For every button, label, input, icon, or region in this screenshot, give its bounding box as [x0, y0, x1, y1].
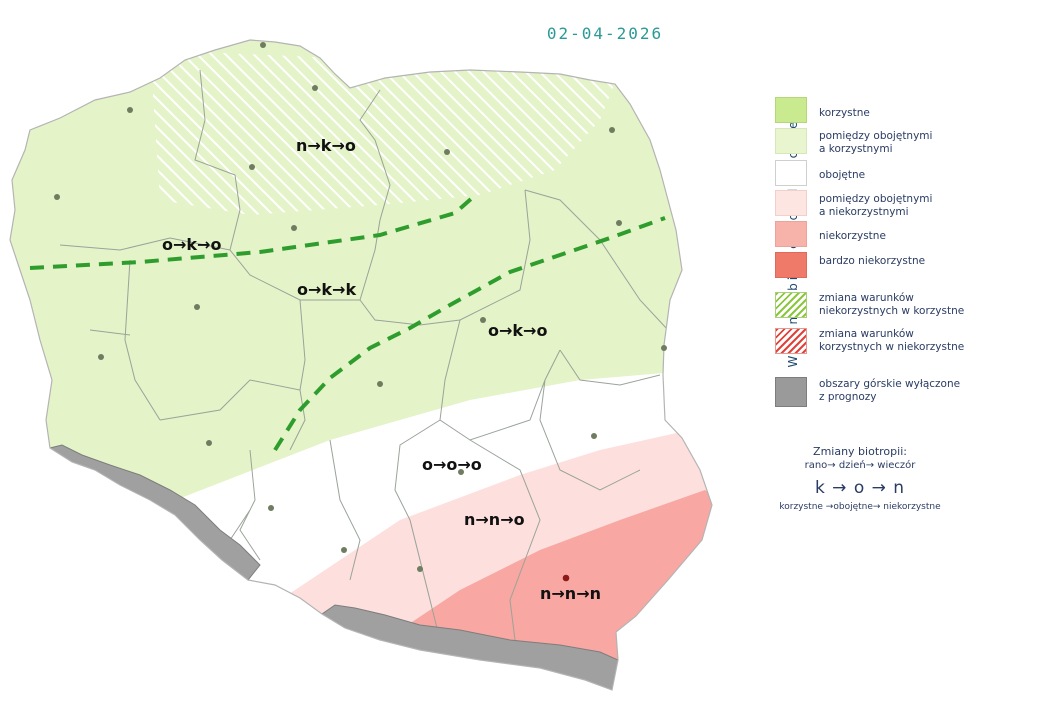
city-dot [268, 505, 274, 511]
city-dot [609, 127, 615, 133]
legend-label: obojętne [819, 169, 866, 181]
city-markers [54, 42, 667, 582]
legend-label: korzystne [819, 107, 870, 119]
region-code-west: o→k→o [162, 235, 222, 254]
legend-label: zmiana warunków niekorzystnych w korzyst… [819, 292, 965, 317]
legend-swatch [775, 128, 807, 154]
legend-label: bardzo niekorzystne [819, 255, 926, 267]
legend-swatch [775, 190, 807, 216]
biotropy-title: Zmiany biotropii: [813, 445, 907, 458]
city-dot [444, 149, 450, 155]
legend-swatch [775, 292, 807, 318]
legend-label: zmiana warunków korzystnych w niekorzyst… [819, 328, 965, 353]
region-code-north: n→k→o [296, 136, 356, 155]
city-dot [194, 304, 200, 310]
legend-swatch [775, 160, 807, 186]
forecast-date: 02-04-2026 [546, 24, 664, 43]
city-dot [206, 440, 212, 446]
transition-line-east [273, 216, 666, 452]
city-dot [312, 85, 318, 91]
region-code-south-east-upper: n→n→o [464, 510, 525, 529]
poland-outline [9, 39, 713, 691]
city-dot [127, 107, 133, 113]
voivodeship-borders [59, 69, 669, 641]
city-dot [417, 566, 423, 572]
legend-label: pomiędzy obojętnymi a korzystnymi [819, 130, 933, 155]
legend-swatch [775, 221, 807, 247]
legend-label: niekorzystne [819, 230, 886, 242]
city-dot [98, 354, 104, 360]
region-code-south-central: o→o→o [422, 455, 482, 474]
biotropy-example: k → o → n [814, 478, 906, 498]
biotropy-sequence: rano→ dzień→ wieczór [804, 460, 916, 471]
region-code-south-east: n→n→n [540, 584, 601, 603]
city-dot [260, 42, 266, 48]
city-dot [291, 225, 297, 231]
legend-label: pomiędzy obojętnymi a niekorzystnymi [819, 193, 933, 218]
city-dot [562, 574, 570, 582]
legend-label: obszary górskie wyłączone z prognozy [819, 378, 961, 403]
city-dot [616, 220, 622, 226]
legend-swatch [775, 97, 807, 123]
city-dot [458, 469, 464, 475]
biotropy-scale: korzystne →obojętne→ niekorzystne [779, 502, 941, 512]
city-dot [341, 547, 347, 553]
city-dot [661, 345, 667, 351]
region-code-east: o→k→o [488, 321, 548, 340]
city-dot [480, 317, 486, 323]
legend-swatch [775, 377, 807, 407]
city-dot [54, 194, 60, 200]
city-dot [249, 164, 255, 170]
zone-zmiana-korzystne [150, 50, 620, 215]
city-dot [591, 433, 597, 439]
legend-swatch [775, 328, 807, 354]
legend-swatch [775, 252, 807, 278]
city-dot [377, 381, 383, 387]
region-code-central-west: o→k→k [297, 280, 357, 299]
